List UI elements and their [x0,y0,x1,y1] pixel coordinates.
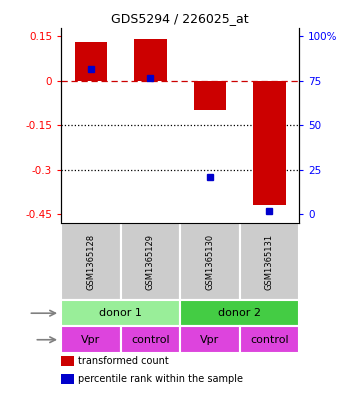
Bar [61,300,180,327]
Text: GSM1365129: GSM1365129 [146,233,155,290]
Title: GDS5294 / 226025_at: GDS5294 / 226025_at [112,12,249,25]
Text: transformed count: transformed count [78,356,169,366]
Text: donor 2: donor 2 [218,308,261,318]
Bar [61,356,74,366]
Bar [121,223,180,300]
Text: control: control [131,335,170,345]
Text: Vpr: Vpr [81,335,101,345]
Text: percentile rank within the sample: percentile rank within the sample [78,374,243,384]
Bar [134,39,167,81]
Text: donor 1: donor 1 [99,308,142,318]
Bar [240,223,299,300]
Bar [253,81,286,205]
Bar [61,223,121,300]
Bar [193,81,226,110]
Bar [180,327,240,353]
Bar [61,327,121,353]
Text: GSM1365130: GSM1365130 [205,233,215,290]
Text: Vpr: Vpr [200,335,220,345]
Text: GSM1365131: GSM1365131 [265,233,274,290]
Bar [61,374,74,384]
Text: control: control [250,335,289,345]
Bar [121,327,180,353]
Bar [180,300,299,327]
Text: GSM1365128: GSM1365128 [86,233,96,290]
Bar [180,223,240,300]
Bar [240,327,299,353]
Bar [74,42,107,81]
